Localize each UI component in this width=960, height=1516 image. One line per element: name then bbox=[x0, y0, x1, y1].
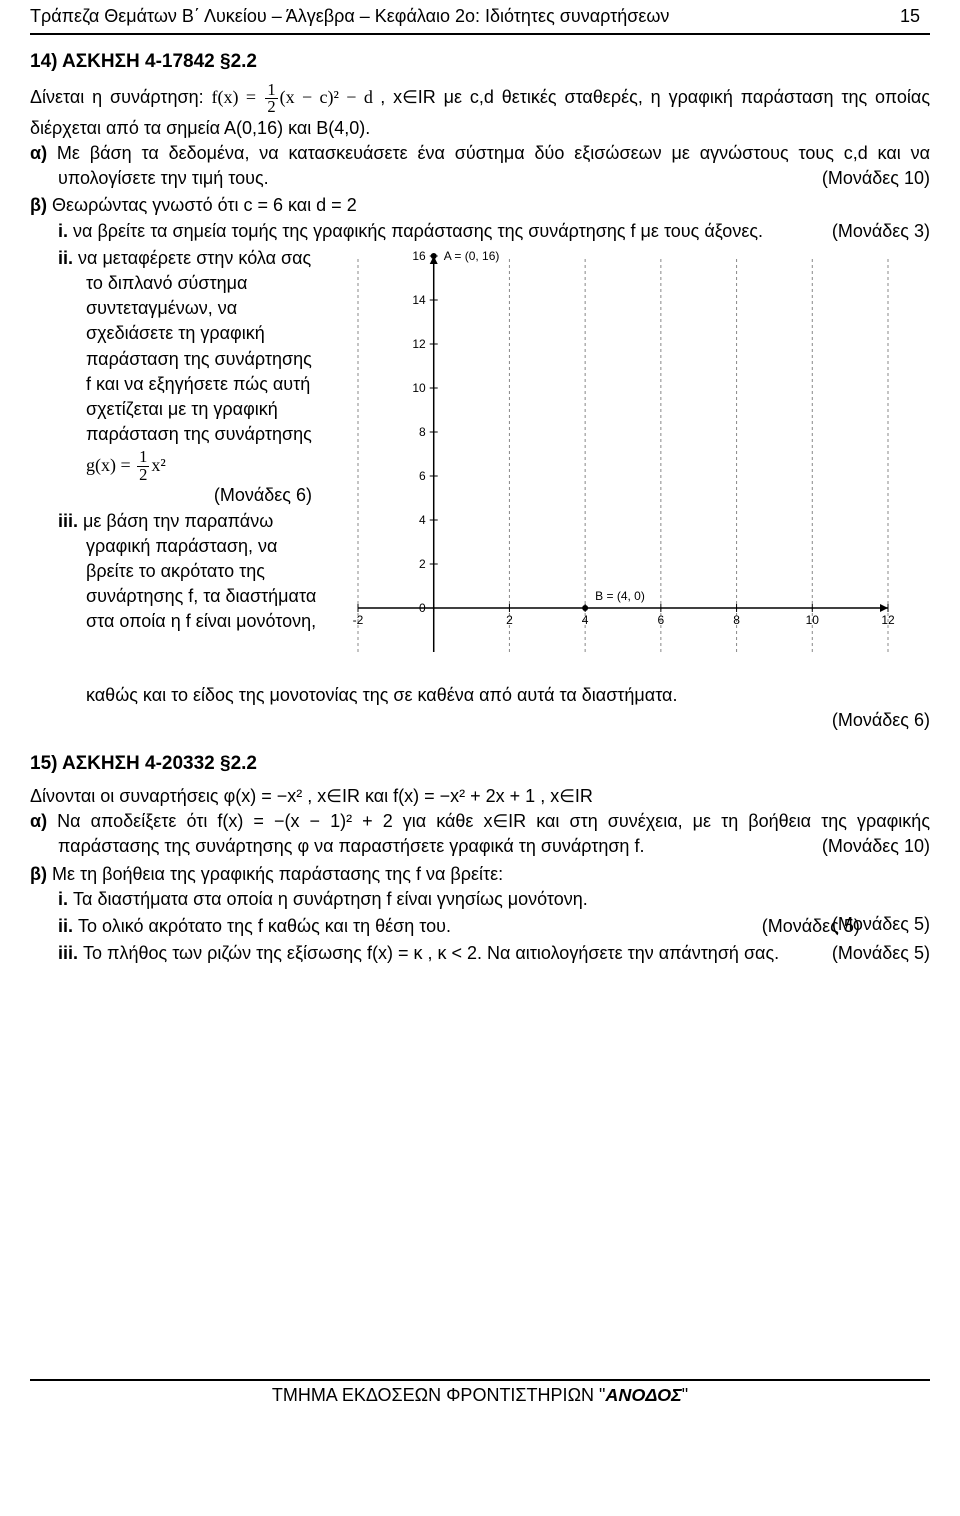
frac-half-2: 12 bbox=[137, 449, 149, 483]
ex14-bi-label: i. bbox=[58, 221, 68, 241]
ex14-twocol: ii. να μεταφέρετε στην κόλα σας το διπλα… bbox=[58, 246, 930, 683]
ex15-list: α) Να αποδείξετε ότι f(x) = −(x − 1)² + … bbox=[30, 809, 930, 966]
header-left: Τράπεζα Θεμάτων Β΄ Λυκείου – Άλγεβρα – Κ… bbox=[30, 4, 669, 29]
svg-text:-2: -2 bbox=[353, 613, 364, 627]
svg-text:6: 6 bbox=[419, 469, 426, 483]
svg-text:B = (4, 0): B = (4, 0) bbox=[595, 589, 645, 603]
svg-text:14: 14 bbox=[412, 293, 426, 307]
ex14-b-roman: i. να βρείτε τα σημεία τομής της γραφική… bbox=[58, 219, 930, 244]
ex15-a: α) Να αποδείξετε ότι f(x) = −(x − 1)² + … bbox=[30, 809, 930, 859]
ex14-bii-label: ii. bbox=[58, 248, 73, 268]
fx-rest: (x − c)² − d bbox=[280, 87, 373, 107]
svg-text:2: 2 bbox=[419, 557, 426, 571]
ex14-a-text: Με βάση τα δεδομένα, να κατασκευάσετε έν… bbox=[57, 143, 930, 188]
svg-text:0: 0 bbox=[419, 601, 426, 615]
gx-rest: x² bbox=[151, 455, 165, 475]
ex15-bi-points: (Μονάδες 5) bbox=[860, 912, 930, 937]
ex14-bi-text: να βρείτε τα σημεία τομής της γραφικής π… bbox=[73, 221, 763, 241]
ex15-b-iii: iii. Το πλήθος των ριζών της εξίσωσης f(… bbox=[58, 941, 930, 966]
svg-text:12: 12 bbox=[412, 337, 426, 351]
ex14-biii-cont: καθώς και το είδος της μονοτονίας της σε… bbox=[86, 685, 677, 705]
ex15-bii-points: (Μονάδες 5) bbox=[790, 914, 860, 939]
frac-den-2: 2 bbox=[137, 467, 149, 484]
ex15-a-points: (Μονάδες 10) bbox=[850, 834, 930, 859]
ex15-intro: Δίνονται οι συναρτήσεις φ(x) = −x² , x∈I… bbox=[30, 784, 930, 809]
ex14-chart: 0 2 4 6 8 10 12 14 16 -2 2 4 6 8 10 12 A = (0, 16) B = (4… bbox=[328, 246, 930, 683]
page: Τράπεζα Θεμάτων Β΄ Λυκείου – Άλγεβρα – Κ… bbox=[0, 0, 960, 1416]
ex14-list: α) Με βάση τα δεδομένα, να κατασκευάσετε… bbox=[30, 141, 930, 244]
svg-text:8: 8 bbox=[733, 613, 740, 627]
ex14-b-label: β) bbox=[30, 195, 47, 215]
ex14-intro: Δίνεται η συνάρτηση: f(x) = 12(x − c)² −… bbox=[30, 82, 930, 141]
svg-text:6: 6 bbox=[658, 613, 665, 627]
coord-chart: 0 2 4 6 8 10 12 14 16 -2 2 4 6 8 10 12 A = (0, 16) B = (4… bbox=[328, 246, 898, 676]
page-number: 15 bbox=[900, 4, 930, 29]
g-formula: g(x) = 12x² bbox=[86, 455, 166, 475]
frac-half: 12 bbox=[265, 82, 277, 116]
ex15-b-ii: ii. Το ολικό ακρότατο της f καθώς και τη… bbox=[58, 914, 930, 939]
svg-text:4: 4 bbox=[419, 513, 426, 527]
ex15-b-i: i. Τα διαστήματα στα οποία η συνάρτηση f… bbox=[58, 887, 930, 912]
ex15-biii-points: (Μονάδες 5) bbox=[860, 941, 930, 966]
ex15-b: β) Με τη βοήθεια της γραφικής παράστασης… bbox=[30, 862, 930, 967]
ex15-bi-text: Τα διαστήματα στα οποία η συνάρτηση f εί… bbox=[73, 889, 588, 909]
ex14-a: α) Με βάση τα δεδομένα, να κατασκευάσετε… bbox=[30, 141, 930, 191]
svg-text:8: 8 bbox=[419, 425, 426, 439]
ex15-bii-text: Το ολικό ακρότατο της f καθώς και τη θέσ… bbox=[78, 916, 451, 936]
ex15-a-text: Να αποδείξετε ότι f(x) = −(x − 1)² + 2 γ… bbox=[57, 811, 930, 856]
ex14-a-label: α) bbox=[30, 143, 47, 163]
ex14-biii-text: με βάση την παραπάνω γραφική παράσταση, … bbox=[83, 511, 316, 632]
ex14-biii-points-row: (Μονάδες 6) bbox=[30, 708, 930, 733]
ex15-b-label: β) bbox=[30, 864, 47, 884]
ex14-title: 14) ΑΣΚΗΣΗ 4-17842 §2.2 bbox=[30, 49, 930, 76]
footer-text-b: " bbox=[682, 1385, 688, 1405]
footer-text-a: ΤΜΗΜΑ ΕΚΔΟΣΕΩΝ ΦΡΟΝΤΙΣΤΗΡΙΩΝ " bbox=[272, 1385, 606, 1405]
ex15-bi-label: i. bbox=[58, 889, 68, 909]
ex14-b: β) Θεωρώντας γνωστό ότι c = 6 και d = 2 … bbox=[30, 193, 930, 243]
ex15-bii-label: ii. bbox=[58, 916, 73, 936]
fx-eq: f(x) = bbox=[212, 87, 264, 107]
ex14-formula: f(x) = 12(x − c)² − d bbox=[212, 87, 381, 107]
ex14-intro-a: Δίνεται η συνάρτηση: bbox=[30, 87, 212, 107]
ex15-a-label: α) bbox=[30, 811, 47, 831]
footer-brand: ΑΝΟΔΟΣ bbox=[605, 1385, 681, 1405]
gx-eq: g(x) = bbox=[86, 455, 135, 475]
ex14-b-iii: iii. με βάση την παραπάνω γραφική παράστ… bbox=[58, 509, 318, 635]
ex14-b-ii: ii. να μεταφέρετε στην κόλα σας το διπλα… bbox=[58, 246, 318, 448]
ex14-bii-points: (Μονάδες 6) bbox=[214, 485, 312, 505]
ex15-biii-text: Το πλήθος των ριζών της εξίσωσης f(x) = … bbox=[83, 943, 779, 963]
ex14-bii-text: να μεταφέρετε στην κόλα σας το διπλανό σ… bbox=[78, 248, 312, 444]
ex14-biii-points: (Μονάδες 6) bbox=[832, 710, 930, 730]
ex15-b-text: Με τη βοήθεια της γραφικής παράστασης τη… bbox=[52, 864, 503, 884]
ex14-biii-label: iii. bbox=[58, 511, 78, 531]
ex14-b-i: i. να βρείτε τα σημεία τομής της γραφική… bbox=[58, 219, 930, 244]
ex14-a-points: (Μονάδες 10) bbox=[850, 166, 930, 191]
ex14-twocol-left: ii. να μεταφέρετε στην κόλα σας το διπλα… bbox=[58, 246, 318, 683]
page-header: Τράπεζα Θεμάτων Β΄ Λυκείου – Άλγεβρα – Κ… bbox=[30, 0, 930, 35]
page-footer: ΤΜΗΜΑ ΕΚΔΟΣΕΩΝ ΦΡΟΝΤΙΣΤΗΡΙΩΝ "ΑΝΟΔΟΣ" bbox=[30, 1379, 930, 1408]
svg-text:2: 2 bbox=[506, 613, 513, 627]
ex15-b-roman: i. Τα διαστήματα στα οποία η συνάρτηση f… bbox=[58, 887, 930, 967]
svg-text:A = (0, 16): A = (0, 16) bbox=[444, 249, 500, 263]
ex15-biii-label: iii. bbox=[58, 943, 78, 963]
ex14-bii-points-row: (Μονάδες 6) bbox=[58, 483, 318, 508]
svg-text:4: 4 bbox=[582, 613, 589, 627]
svg-text:10: 10 bbox=[412, 381, 426, 395]
svg-text:10: 10 bbox=[806, 613, 820, 627]
ex15-title: 15) ΑΣΚΗΣΗ 4-20332 §2.2 bbox=[30, 751, 930, 778]
frac-den: 2 bbox=[265, 99, 277, 116]
svg-text:16: 16 bbox=[412, 249, 426, 263]
ex14-bii-formula-row: g(x) = 12x² bbox=[58, 449, 318, 483]
svg-text:12: 12 bbox=[881, 613, 895, 627]
ex14-biii-cont-row: καθώς και το είδος της μονοτονίας της σε… bbox=[30, 683, 930, 708]
ex14-b-text: Θεωρώντας γνωστό ότι c = 6 και d = 2 bbox=[52, 195, 357, 215]
ex14-bi-points: (Μονάδες 3) bbox=[860, 219, 930, 244]
